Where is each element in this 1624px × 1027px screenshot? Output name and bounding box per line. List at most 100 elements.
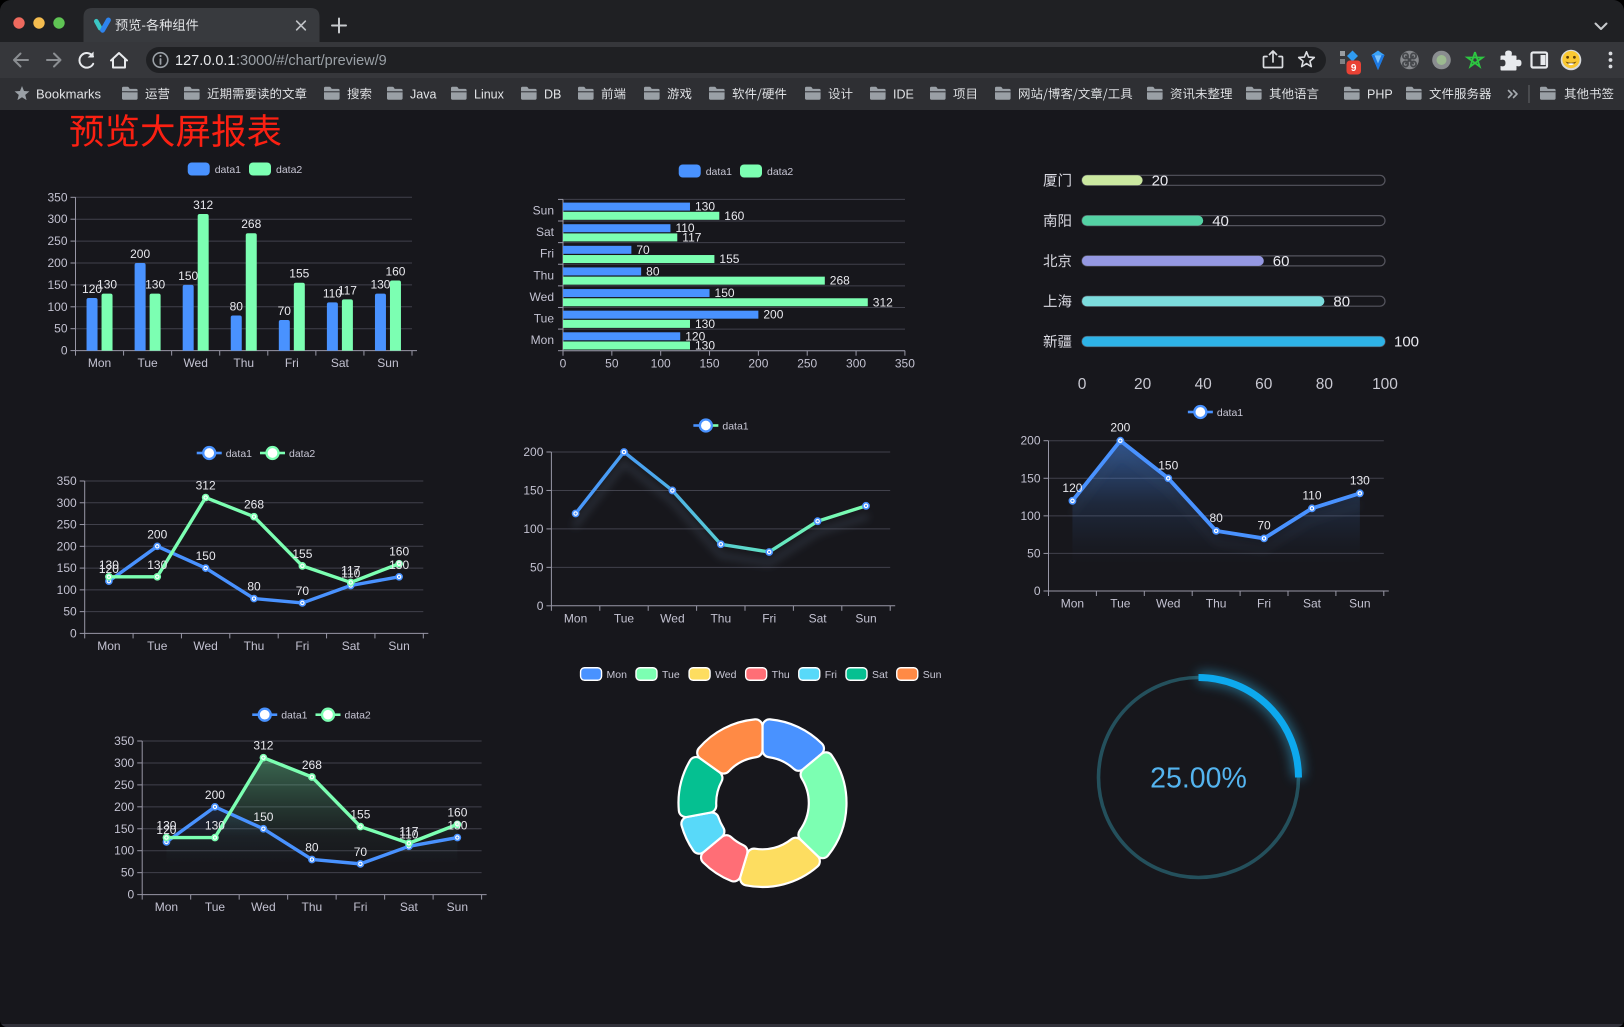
svg-text:300: 300 bbox=[47, 212, 67, 226]
svg-text:130: 130 bbox=[147, 558, 167, 572]
svg-text:130: 130 bbox=[695, 200, 715, 214]
svg-text:130: 130 bbox=[145, 278, 165, 292]
svg-text:Wed: Wed bbox=[715, 669, 737, 681]
svg-text:Wed: Wed bbox=[1156, 597, 1180, 611]
svg-text:300: 300 bbox=[114, 756, 134, 770]
svg-text:110: 110 bbox=[399, 827, 418, 841]
svg-text:20: 20 bbox=[1152, 173, 1169, 190]
svg-text:100: 100 bbox=[651, 357, 671, 371]
svg-text:350: 350 bbox=[895, 357, 915, 371]
svg-text:Mon: Mon bbox=[564, 611, 587, 625]
svg-text:Sun: Sun bbox=[923, 669, 942, 681]
svg-text:100: 100 bbox=[523, 522, 543, 536]
svg-text:20: 20 bbox=[1134, 376, 1152, 393]
svg-text:100: 100 bbox=[1020, 509, 1040, 523]
svg-text:150: 150 bbox=[114, 822, 134, 836]
svg-text:250: 250 bbox=[114, 778, 134, 792]
svg-text:110: 110 bbox=[1302, 488, 1321, 502]
svg-text:Thu: Thu bbox=[533, 268, 554, 282]
svg-text:350: 350 bbox=[47, 190, 67, 204]
svg-text:Sun: Sun bbox=[447, 900, 468, 914]
svg-text:150: 150 bbox=[196, 549, 216, 563]
svg-text:data2: data2 bbox=[276, 164, 302, 176]
svg-text:300: 300 bbox=[846, 357, 866, 371]
svg-text:150: 150 bbox=[178, 269, 198, 283]
svg-text:200: 200 bbox=[1020, 434, 1040, 448]
svg-text:Tue: Tue bbox=[137, 356, 158, 370]
svg-text:250: 250 bbox=[797, 357, 817, 371]
svg-text:data1: data1 bbox=[722, 420, 748, 432]
svg-text:110: 110 bbox=[323, 286, 342, 300]
svg-text:70: 70 bbox=[636, 243, 650, 257]
svg-text:100: 100 bbox=[47, 300, 67, 314]
svg-text:Fri: Fri bbox=[285, 356, 299, 370]
svg-text:130: 130 bbox=[370, 278, 390, 292]
svg-text:80: 80 bbox=[646, 264, 660, 278]
svg-text:50: 50 bbox=[121, 866, 135, 880]
svg-text:data2: data2 bbox=[767, 166, 793, 178]
svg-text:Sat: Sat bbox=[809, 611, 828, 625]
svg-text:120: 120 bbox=[82, 282, 102, 296]
svg-text:9: 9 bbox=[1351, 63, 1357, 74]
svg-text:Sat: Sat bbox=[331, 356, 350, 370]
svg-text:80: 80 bbox=[1316, 376, 1334, 393]
svg-text:100: 100 bbox=[1394, 334, 1419, 351]
svg-text:Thu: Thu bbox=[1206, 597, 1227, 611]
svg-text:data1: data1 bbox=[215, 164, 241, 176]
svg-text:120: 120 bbox=[1062, 481, 1082, 495]
svg-text:150: 150 bbox=[523, 483, 543, 497]
svg-text:40: 40 bbox=[1195, 376, 1213, 393]
svg-text:PHP: PHP bbox=[1367, 87, 1393, 101]
svg-text:120: 120 bbox=[156, 823, 176, 837]
svg-text:Wed: Wed bbox=[193, 639, 217, 653]
svg-text:data2: data2 bbox=[345, 710, 371, 722]
svg-text:80: 80 bbox=[1209, 511, 1223, 525]
svg-text:Fri: Fri bbox=[295, 639, 309, 653]
svg-text:Sun: Sun bbox=[1349, 597, 1370, 611]
svg-text:130: 130 bbox=[156, 819, 176, 833]
svg-text:80: 80 bbox=[230, 300, 244, 314]
svg-text:130: 130 bbox=[1350, 473, 1370, 487]
svg-text:200: 200 bbox=[47, 256, 67, 270]
svg-text:0: 0 bbox=[1034, 584, 1041, 598]
svg-text:312: 312 bbox=[193, 198, 213, 212]
svg-text:60: 60 bbox=[1255, 376, 1273, 393]
svg-text:IDE: IDE bbox=[893, 87, 914, 101]
svg-text:200: 200 bbox=[1110, 421, 1130, 435]
svg-text:160: 160 bbox=[724, 209, 744, 223]
svg-text:350: 350 bbox=[57, 474, 77, 488]
svg-text:130: 130 bbox=[447, 819, 467, 833]
svg-text:data1: data1 bbox=[281, 710, 307, 722]
svg-text:312: 312 bbox=[253, 739, 273, 753]
svg-text:117: 117 bbox=[341, 563, 360, 577]
svg-text:120: 120 bbox=[99, 562, 119, 576]
svg-text:60: 60 bbox=[1273, 253, 1290, 270]
svg-text:50: 50 bbox=[54, 322, 68, 336]
svg-text:268: 268 bbox=[241, 217, 261, 231]
svg-text:data2: data2 bbox=[289, 448, 315, 460]
svg-text:50: 50 bbox=[605, 357, 619, 371]
svg-text:Mon: Mon bbox=[531, 333, 554, 347]
svg-text:200: 200 bbox=[57, 539, 77, 553]
svg-text:Linux: Linux bbox=[474, 87, 505, 101]
svg-text::3000/#/chart/preview/9: :3000/#/chart/preview/9 bbox=[236, 53, 387, 69]
svg-text:268: 268 bbox=[244, 498, 264, 512]
svg-text:Mon: Mon bbox=[155, 900, 178, 914]
svg-text:Sat: Sat bbox=[872, 669, 888, 681]
svg-text:Sun: Sun bbox=[533, 203, 554, 217]
svg-text:110: 110 bbox=[675, 221, 694, 235]
svg-text:130: 130 bbox=[97, 278, 117, 292]
svg-text:150: 150 bbox=[1158, 458, 1178, 472]
svg-text:160: 160 bbox=[389, 545, 409, 559]
svg-text:70: 70 bbox=[278, 304, 292, 318]
svg-text:155: 155 bbox=[292, 547, 312, 561]
svg-text:Fri: Fri bbox=[825, 669, 837, 681]
svg-text:Bookmarks: Bookmarks bbox=[36, 86, 102, 101]
svg-text:160: 160 bbox=[385, 265, 405, 279]
svg-text:data1: data1 bbox=[1217, 407, 1243, 419]
svg-text:100: 100 bbox=[57, 583, 77, 597]
svg-text:Java: Java bbox=[410, 87, 436, 101]
svg-text:50: 50 bbox=[1027, 546, 1041, 560]
svg-text:312: 312 bbox=[873, 295, 893, 309]
svg-text:0: 0 bbox=[128, 888, 135, 902]
